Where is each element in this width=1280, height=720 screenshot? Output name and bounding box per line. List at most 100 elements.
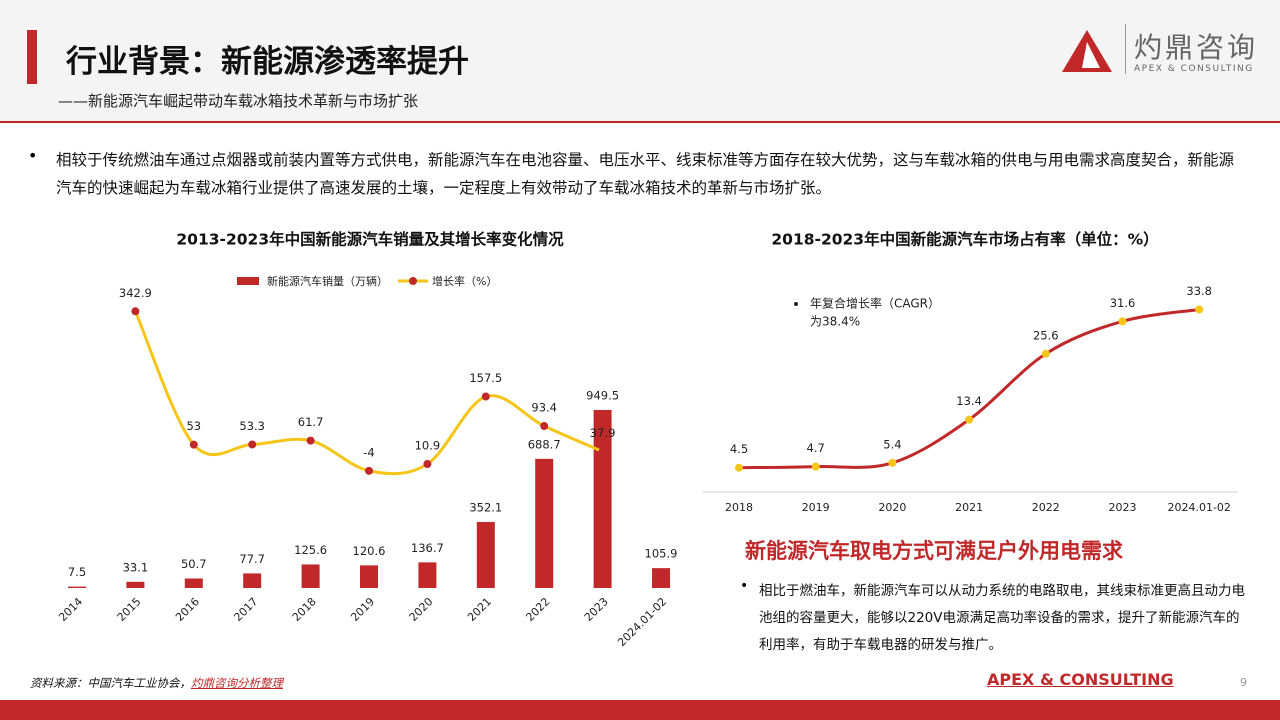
x-tick-label: 2024.01-02 [615, 595, 669, 649]
line-value-label: 61.7 [298, 415, 324, 429]
line-value-label: 4.7 [807, 441, 825, 455]
bar [126, 581, 145, 588]
x-tick-label: 2020 [878, 501, 906, 514]
bar [360, 565, 378, 588]
bar-value-label: 136.7 [411, 541, 444, 555]
x-tick-label: 2019 [802, 501, 830, 514]
line-marker [1195, 305, 1204, 314]
line-value-label: 25.6 [1033, 328, 1059, 342]
bar-value-label: 120.6 [353, 544, 386, 558]
line-marker [965, 415, 974, 424]
x-tick-label: 2016 [173, 595, 202, 624]
line-marker [423, 459, 432, 468]
bar-value-label: 352.1 [469, 500, 502, 514]
bar [593, 409, 612, 588]
x-tick-label: 2022 [1032, 501, 1060, 514]
bar-value-label: 688.7 [528, 437, 561, 451]
x-tick-label: 2021 [955, 501, 983, 514]
x-tick-label: 2018 [290, 595, 319, 624]
x-tick-label: 2018 [725, 501, 753, 514]
line-marker [1118, 317, 1127, 326]
bar-value-label: 7.5 [68, 565, 86, 579]
logo-mark [1062, 30, 1112, 72]
line-value-label: -4 [363, 445, 374, 459]
source: 资料来源：中国汽车工业协会，灼鼎咨询分析整理 [30, 675, 283, 691]
line-value-label: 33.8 [1186, 284, 1212, 298]
x-tick-label: 2021 [465, 595, 494, 624]
bar-value-label: 77.7 [239, 552, 265, 566]
bar [535, 458, 554, 588]
line-marker [598, 447, 607, 456]
header-bg [0, 0, 1280, 122]
bar [243, 573, 262, 588]
brand-cn: 灼鼎咨询 [1134, 31, 1259, 64]
line-value-label: 53.3 [239, 419, 265, 433]
line-marker [248, 440, 257, 449]
brand-en: APEX & CONSULTING [1134, 64, 1254, 74]
annotation: 年复合增长率（CAGR） [810, 296, 940, 311]
header-rule [0, 121, 1280, 123]
legend-label: 新能源汽车销量（万辆） [267, 274, 388, 288]
legend-label: 增长率（%） [432, 274, 497, 288]
x-tick-label: 2024.01-02 [1167, 501, 1230, 514]
chart-title: 2013-2023年中国新能源汽车销量及其增长率变化情况 [176, 230, 564, 249]
footer-brand: APEX & CONSULTING [987, 670, 1174, 689]
source-link[interactable]: 灼鼎咨询分析整理 [191, 676, 283, 690]
x-tick-label: 2015 [115, 595, 144, 624]
x-tick-label: 2017 [231, 595, 260, 624]
title: 行业背景：新能源渗透率提升 [66, 44, 469, 80]
section-text: 相比于燃油车，新能源汽车可以从动力系统的电路取电，其线束标准更高且动力电池组的容… [759, 583, 1245, 653]
line-marker [1041, 349, 1050, 358]
line-marker [189, 440, 198, 449]
line-marker [131, 307, 140, 316]
legend-swatch [237, 277, 259, 285]
x-tick-label: 2020 [407, 595, 436, 624]
bar [301, 564, 320, 588]
line-value-label: 93.4 [531, 401, 557, 415]
line-marker [540, 422, 549, 431]
bar [652, 568, 670, 588]
source-prefix: 资料来源：中国汽车工业协会， [30, 676, 191, 690]
x-tick-label: 2023 [1109, 501, 1137, 514]
line-value-label: 37.9 [590, 426, 616, 440]
footer-bar [0, 700, 1280, 720]
line-value-label: 157.5 [469, 371, 502, 385]
x-tick-label: 2023 [582, 595, 611, 624]
line-marker [888, 458, 897, 467]
annotation: 为38.4% [810, 315, 860, 329]
line-value-label: 4.5 [730, 442, 748, 456]
x-tick-label: 2014 [56, 595, 85, 624]
x-tick-label: 2022 [523, 595, 552, 624]
section-title: 新能源汽车取电方式可满足户外用电需求 [745, 539, 1123, 563]
bar [418, 562, 437, 588]
line-marker [481, 392, 490, 401]
line-marker [811, 462, 820, 471]
x-tick-label: 2019 [348, 595, 377, 624]
bullet: • [740, 578, 749, 594]
bullet: • [28, 146, 38, 165]
title-accent [27, 30, 37, 84]
bar [68, 586, 86, 588]
bar [476, 521, 495, 588]
bar-value-label: 50.7 [181, 557, 207, 571]
bar-value-label: 949.5 [586, 388, 619, 402]
line-value-label: 53 [186, 419, 201, 433]
bar [184, 578, 203, 588]
bar-value-label: 33.1 [123, 560, 149, 574]
subtitle: ——新能源汽车崛起带动车载冰箱技术革新与市场扩张 [58, 92, 419, 110]
line-value-label: 5.4 [883, 437, 901, 451]
logo-divider [1125, 24, 1126, 74]
intro: 相较于传统燃油车通过点烟器或前装内置等方式供电，新能源汽车在电池容量、电压水平、… [56, 151, 1235, 197]
legend-swatch [409, 277, 417, 285]
line-value-label: 31.6 [1110, 296, 1136, 310]
annotation-bullet [794, 302, 798, 306]
chart-title: 2018-2023年中国新能源汽车市场占有率（单位：%） [771, 230, 1158, 249]
line-marker [306, 436, 315, 445]
bar-value-label: 125.6 [294, 543, 327, 557]
bar-value-label: 105.9 [645, 547, 678, 561]
line-value-label: 342.9 [119, 286, 152, 300]
line-marker [365, 466, 373, 475]
line-value-label: 10.9 [415, 438, 441, 452]
